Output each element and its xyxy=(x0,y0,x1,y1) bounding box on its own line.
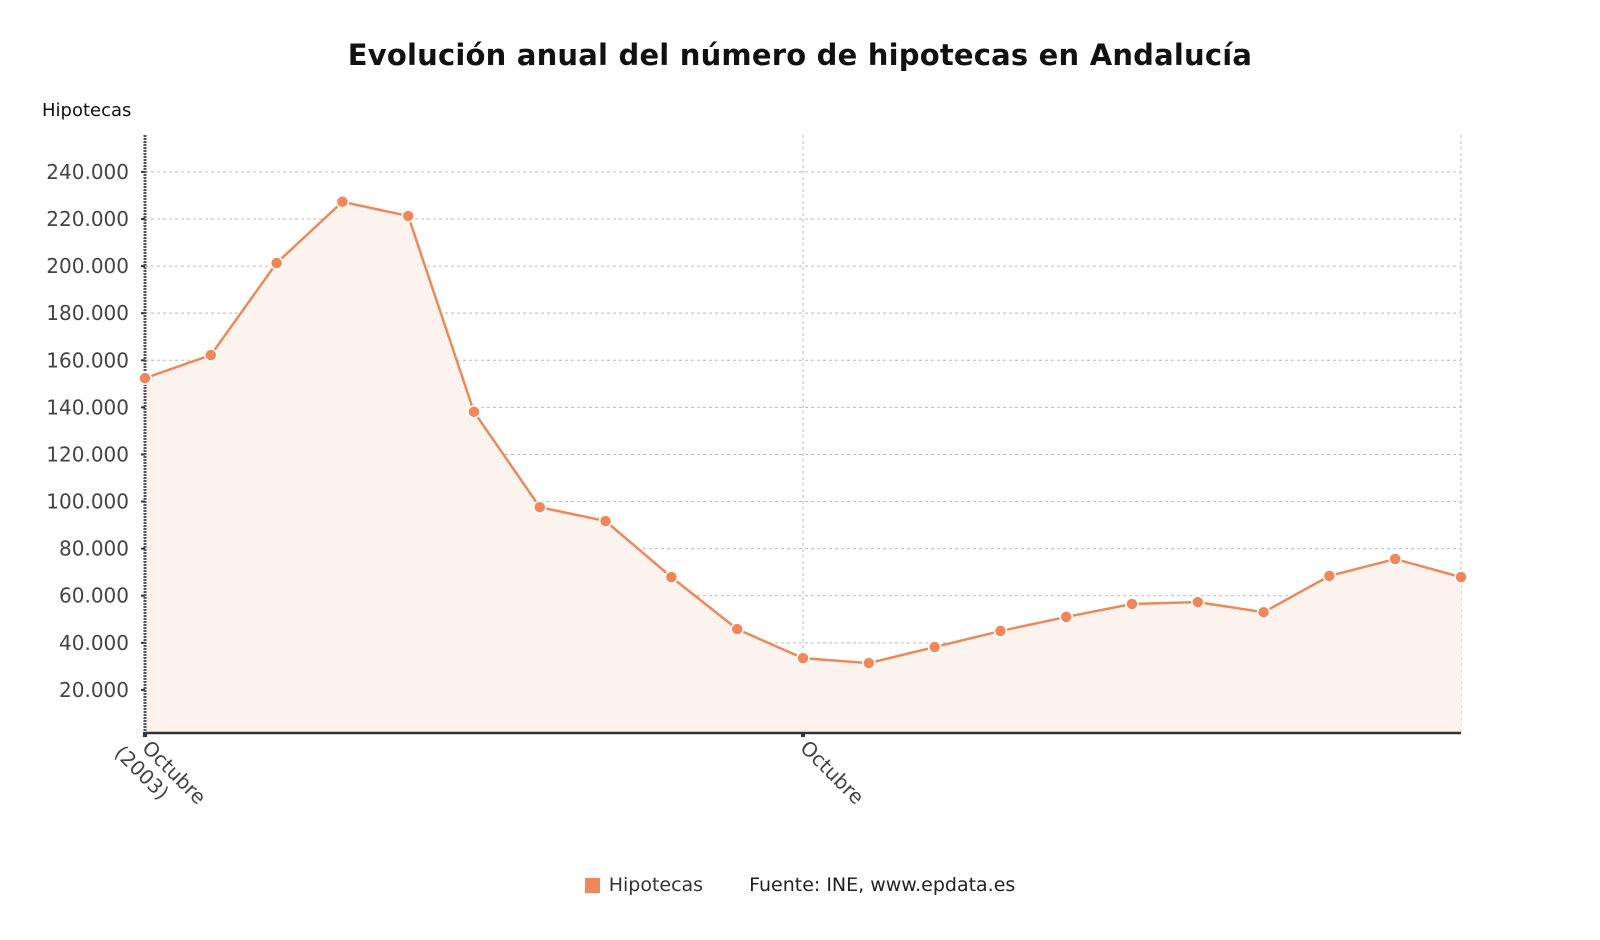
data-point[interactable] xyxy=(796,651,810,665)
y-tick-label: 120.000 xyxy=(46,442,129,466)
data-point[interactable] xyxy=(204,348,218,362)
data-point[interactable] xyxy=(862,656,876,670)
data-point[interactable] xyxy=(993,624,1008,638)
data-point[interactable] xyxy=(1191,595,1205,609)
legend-item-hipotecas[interactable]: Hipotecas xyxy=(584,874,704,896)
data-point[interactable] xyxy=(1322,569,1337,583)
data-point[interactable] xyxy=(598,514,613,528)
data-point[interactable] xyxy=(533,500,547,514)
data-point[interactable] xyxy=(927,640,942,654)
y-axis-title: Hipotecas xyxy=(42,100,132,121)
y-tick-label: 100.000 xyxy=(46,490,129,514)
data-point[interactable] xyxy=(730,622,744,636)
y-tick-label: 180.000 xyxy=(46,301,129,325)
x-tick-label: Octubre xyxy=(795,736,869,810)
data-points xyxy=(138,195,1468,670)
y-tick-label: 80.000 xyxy=(59,537,129,561)
data-point[interactable] xyxy=(1059,610,1073,624)
source-note: Fuente: INE, www.epdata.es xyxy=(749,874,1016,896)
data-point[interactable] xyxy=(1125,597,1139,611)
x-axis-ticks: Octubre(2003) Octubre xyxy=(110,732,869,810)
legend-swatch-icon xyxy=(584,877,600,893)
data-point[interactable] xyxy=(401,209,415,223)
data-point[interactable] xyxy=(467,405,481,419)
data-point[interactable] xyxy=(335,195,350,209)
y-tick-label: 220.000 xyxy=(46,207,129,231)
y-axis-ticks: 20.000 40.000 60.000 80.000 100.000 120.000 14… xyxy=(46,160,145,702)
y-tick-label: 140.000 xyxy=(46,395,129,419)
data-point[interactable] xyxy=(138,371,152,385)
y-tick-label: 160.000 xyxy=(46,348,129,372)
chart-title: Evolución anual del número de hipotecas … xyxy=(347,38,1253,72)
area-fill xyxy=(145,201,1461,733)
data-point[interactable] xyxy=(664,570,679,584)
y-tick-label: 40.000 xyxy=(59,631,129,655)
y-tick-label: 20.000 xyxy=(59,678,129,702)
data-point[interactable] xyxy=(1256,605,1271,619)
legend: Hipotecas Fuente: INE, www.epdata.es xyxy=(0,874,1600,896)
x-tick-label: Octubre(2003) xyxy=(110,736,211,810)
legend-label: Hipotecas xyxy=(608,874,704,896)
y-tick-label: 240.000 xyxy=(46,160,129,184)
svg-text:Octubre: Octubre xyxy=(795,736,869,810)
data-point[interactable] xyxy=(269,256,284,270)
y-tick-label: 200.000 xyxy=(46,254,129,278)
y-tick-label: 60.000 xyxy=(59,584,129,608)
data-point[interactable] xyxy=(1388,552,1402,566)
data-point[interactable] xyxy=(1454,570,1468,584)
